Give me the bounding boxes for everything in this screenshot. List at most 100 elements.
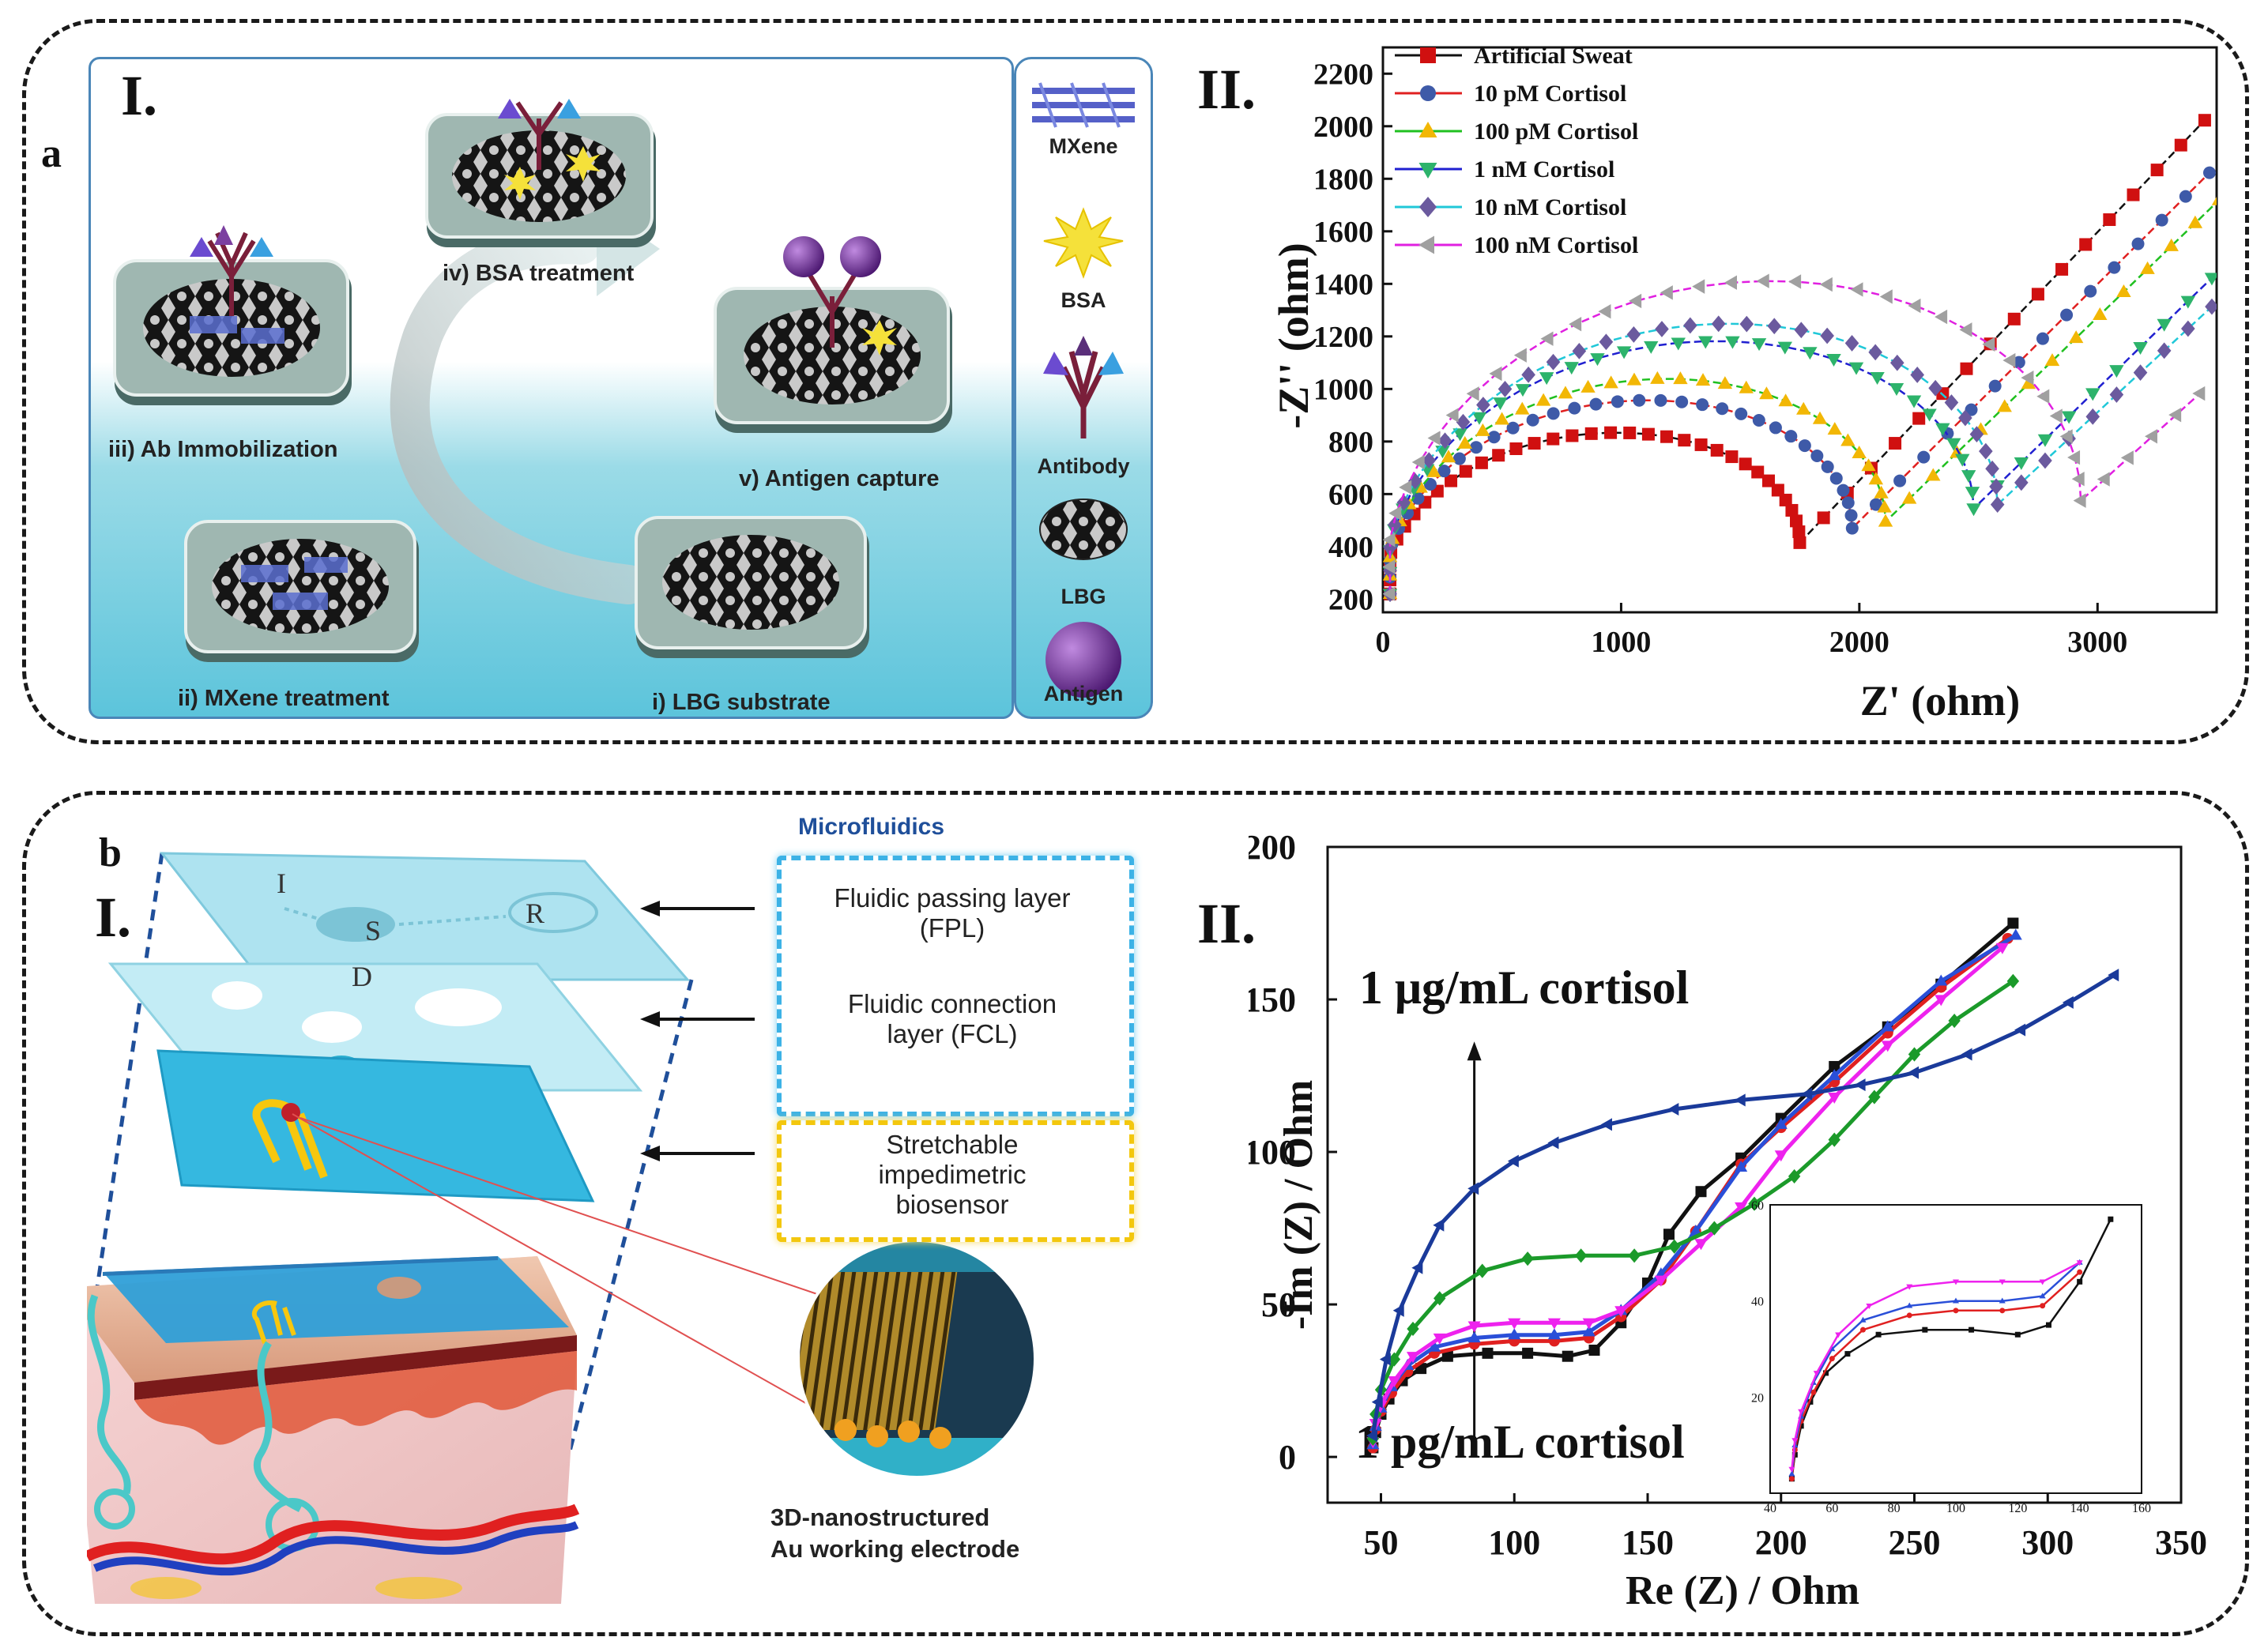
- mxene-icon: [1032, 82, 1135, 128]
- chart-b-x-tick-label: 350: [2155, 1523, 2207, 1562]
- chart-a-point: [2150, 164, 2164, 177]
- inset-point: [2077, 1269, 2083, 1275]
- chart-a-point: [1580, 379, 1596, 393]
- chart-a-point: [1459, 465, 1472, 478]
- chart-a-series-line: [1388, 277, 2213, 594]
- chart-a-point: [2192, 386, 2206, 401]
- chart-a-x-tick-label: 1000: [1591, 626, 1651, 659]
- chart-a-point: [1850, 282, 1863, 297]
- step-label-ab-immobilization: iii) Ab Immobilization: [108, 437, 338, 462]
- chart-a-point: [1917, 450, 1931, 464]
- chart-b-point: [1366, 1429, 1377, 1443]
- chart-a-point: [1870, 371, 1885, 385]
- chart-a-point: [1469, 441, 1482, 454]
- sheet-label-d: D: [352, 961, 372, 992]
- chart-a-point: [1644, 341, 1659, 354]
- chart-a-point: [1568, 401, 1581, 415]
- nyquist-chart-a: Z' (ohm) -Z'' (ohm) 0 1000 2000 3000 200 400 6…: [1270, 43, 2218, 724]
- chart-a-point: [1629, 293, 1642, 309]
- chart-a-y-tick-label: 1600: [1313, 216, 1373, 249]
- inset-point: [1906, 1284, 1913, 1290]
- chart-a-point: [2021, 370, 2034, 386]
- chart-b-point: [1694, 1239, 1708, 1251]
- chart-a-y-tick-label: 400: [1328, 531, 1373, 564]
- chart-b-point: [2108, 969, 2119, 982]
- chart-b-ylabel: -Im (Z) / Ohm: [1276, 1080, 1321, 1330]
- panel-a-i-label: I.: [121, 64, 158, 127]
- chart-a-point: [1769, 421, 1782, 435]
- chart-b-point: [1406, 1352, 1420, 1364]
- chart-b-point: [1881, 1020, 1894, 1032]
- chart-a-point: [2055, 262, 2069, 276]
- chart-a-point: [2198, 114, 2211, 127]
- chart-b-point: [1388, 1352, 1401, 1367]
- chart-a-point: [1844, 335, 1859, 352]
- chart-a-point: [1821, 460, 1834, 473]
- chart-a-point: [1912, 412, 1926, 425]
- inset-point: [1788, 1470, 1795, 1477]
- chart-a-point: [1616, 346, 1632, 359]
- chart-a-point: [1935, 423, 1950, 436]
- chart-a-point: [1626, 326, 1641, 343]
- chart-a-series-line: [1388, 280, 2201, 594]
- chart-a-point: [2038, 452, 2052, 469]
- inset-point: [1798, 1409, 1805, 1415]
- chart-a-point: [1959, 322, 1972, 337]
- chart-a-point: [1452, 452, 1466, 465]
- chart-a-point: [1767, 318, 1782, 335]
- electrode-caption-1: 3D-nanostructured: [770, 1503, 990, 1531]
- chart-a-point: [1388, 506, 1402, 521]
- chart-a-point: [1803, 347, 1818, 360]
- chart-a-x-tick-label: 2000: [1829, 626, 1889, 659]
- step-label-bsa-treatment: iv) BSA treatment: [443, 261, 635, 286]
- layer-arrows: [640, 901, 755, 1161]
- chart-b-x-tick-label: 250: [1889, 1523, 1941, 1562]
- chart-a-point: [2002, 352, 2016, 368]
- chart-a-series: [1383, 273, 2206, 601]
- chart-a-point: [1506, 421, 1520, 435]
- chart-b-point: [1935, 995, 1948, 1007]
- chart-a-point: [1589, 397, 1603, 411]
- chart-a-point: [1908, 298, 1921, 314]
- inset-x-tick-label: 140: [2070, 1502, 2089, 1515]
- chart-a-point: [2181, 320, 2195, 337]
- chart-b-point: [1371, 1395, 1383, 1409]
- chart-a-point: [1961, 470, 1976, 484]
- chart-a-point: [1411, 491, 1425, 505]
- chart-a-point: [1751, 465, 1765, 479]
- chart-a-plot-frame: [1381, 46, 2218, 614]
- chart-a-point: [2145, 429, 2158, 444]
- chart-a-point: [2049, 408, 2063, 423]
- chart-b-x-tick-label: 150: [1622, 1523, 1674, 1562]
- chart-a-point: [2109, 386, 2124, 403]
- chart-a-point: [2211, 196, 2217, 205]
- chart-a-point: [2103, 213, 2116, 227]
- chart-a-point: [1759, 386, 1774, 400]
- inset-point: [2108, 1216, 2114, 1222]
- chart-a-point: [2021, 376, 2036, 389]
- chart-a-point: [2079, 238, 2093, 251]
- chart-b-point: [1547, 1318, 1561, 1330]
- chart-b-y-tick-label: 100: [1249, 1133, 1296, 1172]
- chart-a-point: [1771, 484, 1784, 497]
- chart-a-point: [1725, 450, 1739, 464]
- chart-b-point: [1654, 1275, 1667, 1287]
- chart-a-point: [1388, 516, 1402, 533]
- chart-b-x-tick-label: 50: [1364, 1523, 1399, 1562]
- chart-a-y-tick-label: 2200: [1313, 58, 1373, 91]
- chart-a-point: [1650, 371, 1665, 384]
- chart-b-point: [1801, 1087, 1813, 1101]
- chart-b-point: [1467, 1331, 1481, 1343]
- microfluidics-title: Microfluidics: [798, 814, 945, 840]
- chart-b-point: [1588, 1344, 1600, 1356]
- fpl-label: Fluidic passing layer (FPL): [834, 883, 1071, 943]
- inset-point: [1788, 1466, 1795, 1473]
- inset-point: [2077, 1278, 2083, 1285]
- chart-a-point: [1498, 381, 1513, 397]
- inset-point: [1810, 1389, 1817, 1395]
- inset-point: [2039, 1279, 2046, 1285]
- chart-a-point: [2037, 434, 2053, 447]
- chart-a-point: [2093, 307, 2108, 321]
- skin-model: [87, 1256, 580, 1604]
- nyquist-chart-b: Re (Z) / Ohm -Im (Z) / Ohm 1 μg/mL corti…: [1249, 828, 2207, 1613]
